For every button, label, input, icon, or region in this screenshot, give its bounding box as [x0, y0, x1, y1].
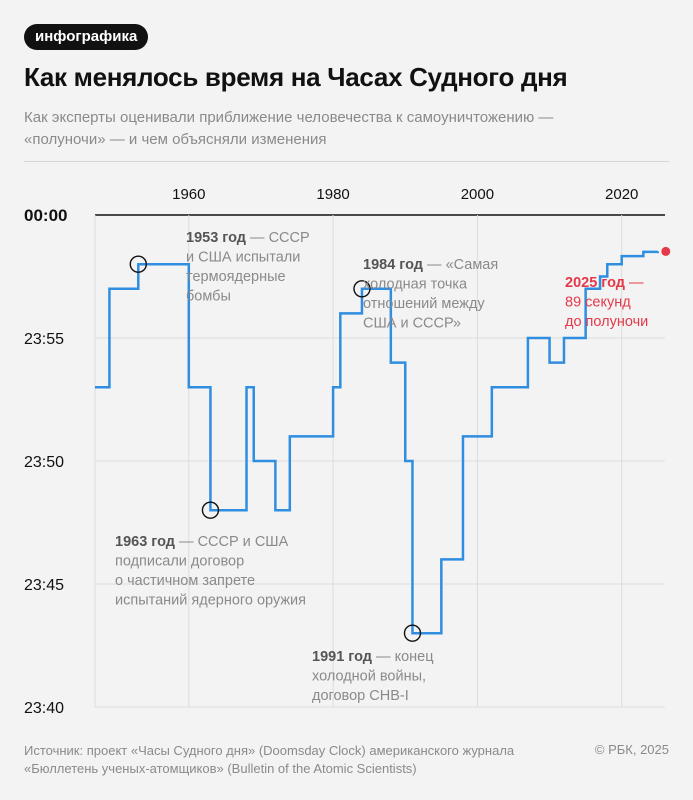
event-marker [201, 501, 220, 519]
subtitle-line: «полуночи» — и чем объясняли изменения [24, 131, 327, 148]
annotation-line: испытаний ядерного оружия [115, 593, 306, 609]
annotation-1963: 1963 год — СССР и США подписали договор о … [115, 534, 306, 609]
annotation-year: 1963 год [115, 534, 175, 550]
annotation-line: подписали договор [115, 554, 244, 570]
infographic-tag: инфографика [24, 24, 149, 50]
annotation-text: — конец [372, 649, 434, 665]
source-line: Источник: проект «Часы Судного дня» (Doo… [24, 743, 515, 758]
annotation-line: 1953 год — СССР [186, 230, 310, 246]
annotation-line: бомбы [186, 289, 231, 305]
source-note: Источник: проект «Часы Судного дня» (Doo… [24, 742, 514, 778]
annotation-line: 89 секунд [565, 295, 631, 311]
copyright: © РБК, 2025 [594, 742, 669, 757]
annotation-2025: 2025 год — 89 секунд до полуночи [565, 275, 648, 330]
annotation-line: 1991 год — конец [312, 649, 434, 665]
page-title: Как менялось время на Часах Судного дня [24, 62, 568, 92]
annotation-year: 1953 год [186, 230, 246, 246]
y-tick-label: 23:55 [24, 331, 64, 348]
y-tick-label: 00:00 [24, 206, 67, 225]
event-marker [129, 255, 147, 273]
annotation-line: холодная точка [363, 277, 468, 293]
annotation-line: и США испытали [186, 250, 300, 266]
annotation-line: договор СНВ-I [312, 688, 409, 704]
x-tick-label: 1980 [316, 186, 349, 203]
event-marker [403, 624, 422, 642]
annotation-line: 1963 год — СССР и США [115, 534, 289, 550]
y-tick-label: 23:45 [24, 577, 64, 594]
annotation-text: — «Самая [423, 257, 498, 273]
doomsday-clock-chart: 00:00 23:55 23:50 23:45 23:40 1960 1980 2000 202… [24, 186, 671, 717]
annotation-text: — СССР и США [175, 534, 289, 550]
annotation-line: холодной войны, [312, 669, 426, 685]
highlight-point [661, 246, 671, 256]
y-tick-label: 23:50 [24, 454, 64, 471]
annotation-1953: 1953 год — СССР и США испытали термоядерны… [186, 230, 310, 305]
series-line [95, 250, 660, 635]
source-line: «Бюллетень ученых-атомщиков» (Bulletin o… [24, 761, 417, 776]
annotation-line: до полуночи [565, 314, 648, 330]
annotation-year: 1984 год [363, 257, 423, 273]
event-marker [353, 280, 371, 298]
annotation-1991: 1991 год — конец холодной войны, договор С… [312, 649, 434, 704]
subtitle-line: Как эксперты оценивали приближение челов… [24, 109, 554, 126]
annotation-line: термоядерные [186, 269, 286, 285]
page-subtitle: Как эксперты оценивали приближение челов… [24, 107, 664, 151]
annotation-year: 2025 год [565, 275, 625, 291]
annotation-line: 2025 год — [565, 275, 644, 291]
annotation-line: 1984 год — «Самая [363, 257, 498, 273]
annotation-year: 1991 год [312, 649, 372, 665]
annotation-1984: 1984 год — «Самая холодная точка отношений… [363, 257, 498, 332]
x-tick-label: 2020 [605, 186, 638, 203]
annotation-line: отношений между [363, 296, 485, 312]
header-divider [24, 161, 669, 162]
annotation-text: — СССР [246, 230, 310, 246]
x-tick-label: 1960 [172, 186, 205, 203]
annotation-line: США и СССР» [363, 316, 461, 332]
annotation-text: — [625, 275, 644, 291]
annotation-line: о частичном запрете [115, 573, 255, 589]
x-tick-label: 2000 [461, 186, 494, 203]
y-tick-label: 23:40 [24, 700, 64, 717]
